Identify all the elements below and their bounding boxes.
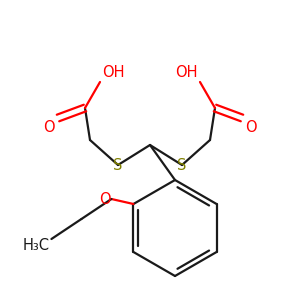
Text: O: O xyxy=(99,193,110,208)
Text: OH: OH xyxy=(176,65,198,80)
Text: S: S xyxy=(177,158,187,173)
Text: O: O xyxy=(245,120,256,135)
Text: H₃C: H₃C xyxy=(22,238,50,253)
Text: OH: OH xyxy=(102,65,124,80)
Text: O: O xyxy=(44,120,55,135)
Text: S: S xyxy=(113,158,123,173)
